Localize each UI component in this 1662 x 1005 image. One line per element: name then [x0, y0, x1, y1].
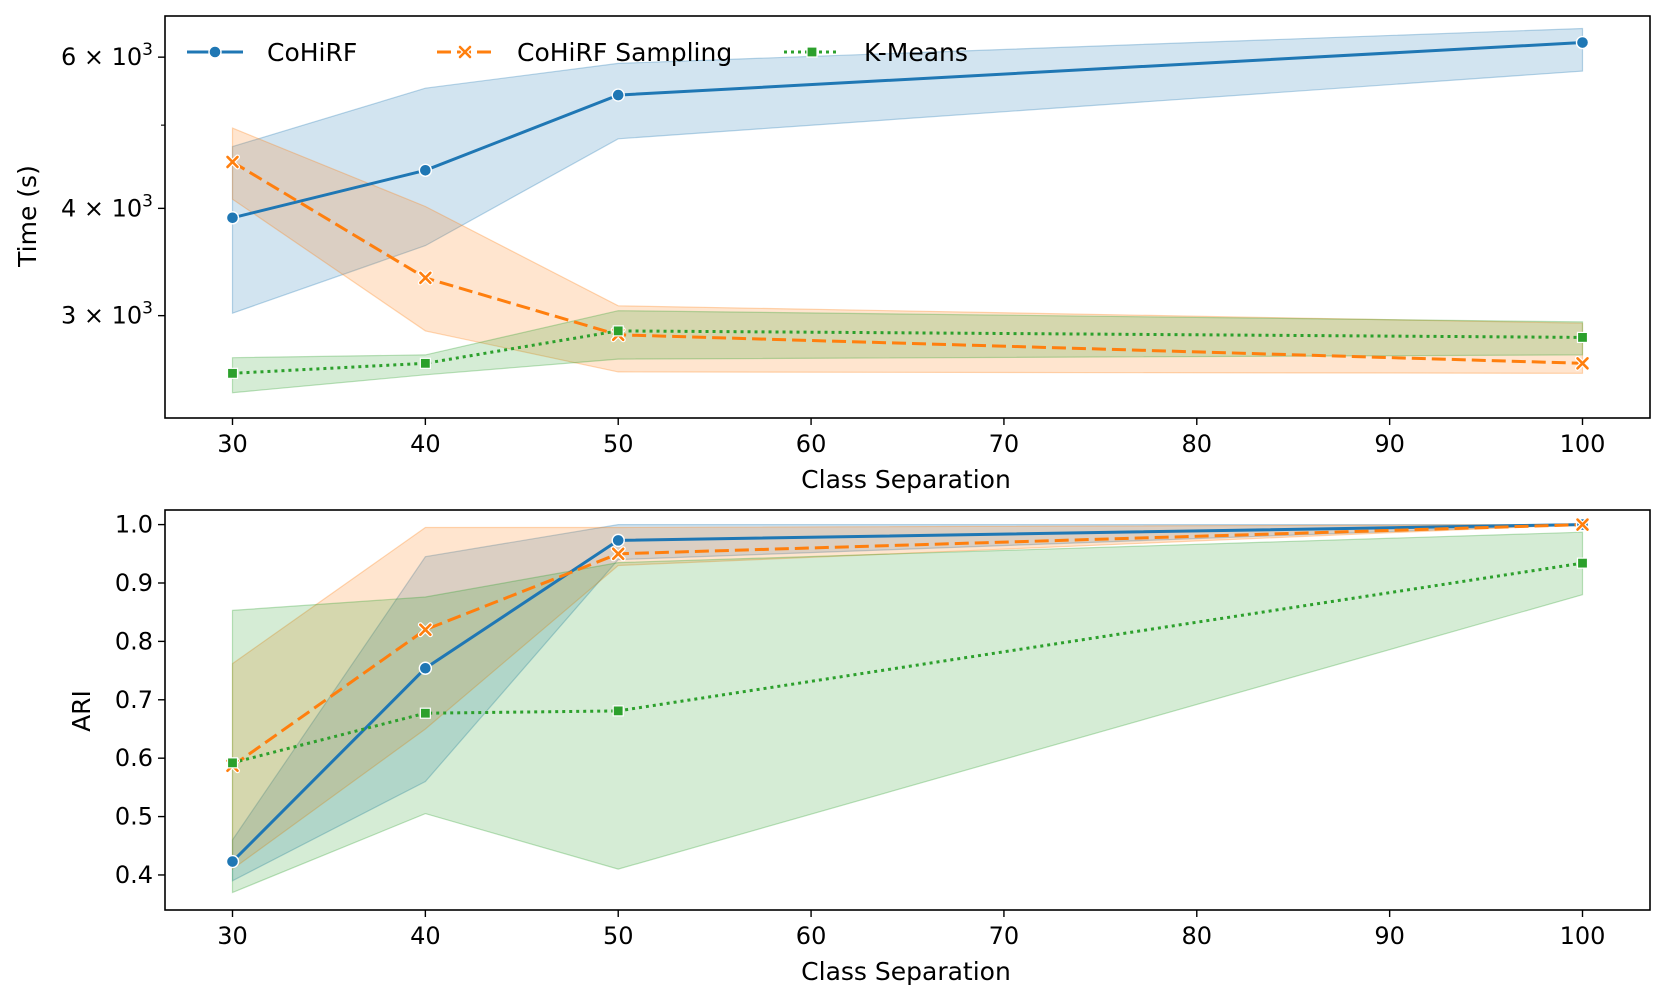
- time-y-tick-label: 3 × 103: [61, 299, 153, 330]
- time-plot-frame: [164, 15, 1651, 419]
- ari-line-cohirf-sampling: [231, 523, 1583, 768]
- time-point-cohirf-sampling: [225, 154, 240, 170]
- ari-band-k-means: [231, 531, 1584, 894]
- time-x-axis-label: Class Separation: [801, 465, 1011, 494]
- ari-point-cohirf-sampling: [417, 622, 433, 638]
- legend-label: CoHiRF Sampling: [517, 38, 732, 67]
- legend: CoHiRF CoHiRF Sampling K-Means: [187, 38, 968, 67]
- ari-x-tick-label: 30: [217, 922, 248, 950]
- ari-point-cohirf-sampling: [610, 546, 626, 562]
- time-point-cohirf-sampling-cross: [419, 271, 432, 285]
- time-x-tick-label: 100: [1560, 430, 1606, 458]
- ari-x-tick-label: 50: [603, 922, 634, 950]
- legend-swatch-marker: [457, 44, 473, 60]
- time-point-cohirf: [418, 163, 433, 177]
- ari-y-tick-label: 0.4: [115, 861, 153, 889]
- ari-point-k-means: [226, 757, 239, 769]
- ari-y-tick-label: 1.0: [115, 511, 153, 539]
- time-band-cohirf: [231, 27, 1584, 315]
- ari-point-cohirf-sampling: [1575, 517, 1590, 533]
- ari-line-k-means: [232, 561, 1583, 765]
- ari-y-tick-label: 0.8: [115, 627, 153, 655]
- time-x-tick-label: 40: [410, 430, 441, 458]
- time-point-k-means: [612, 325, 624, 337]
- time-point-k-means: [226, 367, 239, 379]
- ari-point-k-means: [612, 705, 624, 717]
- time-x-tick-label: 80: [1182, 430, 1213, 458]
- legend-label: K-Means: [864, 38, 968, 67]
- ari-x-tick-label: 80: [1182, 922, 1213, 950]
- time-line-cohirf: [232, 41, 1583, 220]
- legend-swatch-marker: [806, 46, 818, 58]
- time-line-cohirf-sampling: [231, 160, 1583, 365]
- time-point-cohirf: [611, 88, 625, 102]
- ari-x-tick-label: 100: [1560, 922, 1606, 950]
- time-point-cohirf: [225, 211, 240, 225]
- ari-plot-frame: [164, 509, 1651, 911]
- time-band-cohirf-sampling: [231, 127, 1584, 374]
- ari-point-cohirf: [418, 661, 433, 675]
- ari-panel: Class Separation ARI 30 40 50 60 70 80 90 100 0.…: [67, 509, 1651, 986]
- legend-swatch-marker: [208, 45, 222, 59]
- ari-x-tick-label: 90: [1374, 922, 1405, 950]
- time-x-tick-label: 70: [989, 430, 1020, 458]
- ari-x-tick-label: 60: [796, 922, 827, 950]
- time-y-tick-label: 6 × 103: [61, 40, 153, 71]
- ari-band-cohirf-sampling: [231, 524, 1583, 871]
- time-x-tick-label: 50: [603, 430, 634, 458]
- ari-y-tick-label: 0.9: [115, 569, 153, 597]
- time-y-tick-label: 4 × 103: [61, 191, 153, 222]
- legend-swatch-marker-cross: [458, 45, 472, 59]
- ari-line-cohirf: [231, 523, 1583, 863]
- time-point-cohirf-sampling: [1575, 355, 1590, 371]
- time-point-cohirf-sampling-cross: [226, 155, 239, 169]
- ari-y-tick-label: 0.5: [115, 803, 153, 831]
- time-point-cohirf: [1575, 35, 1590, 50]
- ari-x-tick-label: 70: [989, 922, 1020, 950]
- ari-y-axis-label: ARI: [67, 690, 96, 732]
- time-x-tick-label: 60: [796, 430, 827, 458]
- time-line-k-means: [232, 329, 1583, 375]
- ari-x-axis-label: Class Separation: [801, 957, 1011, 986]
- ari-band-cohirf: [231, 524, 1583, 882]
- ari-point-k-means: [1576, 557, 1589, 569]
- ari-point-k-means: [419, 707, 431, 719]
- time-point-k-means: [419, 357, 431, 369]
- time-panel: Class Separation Time (s) 30 40 50 60 70 80 90…: [13, 15, 1651, 494]
- ari-x-tick-label: 40: [410, 922, 441, 950]
- ari-point-cohirf: [611, 533, 625, 548]
- time-band-k-means: [231, 310, 1584, 394]
- ari-y-tick-label: 0.6: [115, 744, 153, 772]
- legend-label: CoHiRF: [267, 38, 357, 67]
- time-x-tick-label: 30: [217, 430, 248, 458]
- ari-y-tick-label: 0.7: [115, 686, 153, 714]
- ari-point-cohirf-sampling-cross: [1576, 518, 1589, 531]
- time-point-k-means: [1576, 331, 1589, 344]
- time-point-cohirf-sampling: [417, 270, 433, 286]
- time-y-axis-label: Time (s): [13, 165, 42, 268]
- ari-point-cohirf: [225, 854, 240, 869]
- time-x-tick-label: 90: [1374, 430, 1405, 458]
- ari-point-cohirf-sampling-cross: [611, 547, 625, 561]
- ari-point-cohirf-sampling-cross: [419, 623, 432, 637]
- time-point-cohirf-sampling-cross: [1576, 357, 1589, 370]
